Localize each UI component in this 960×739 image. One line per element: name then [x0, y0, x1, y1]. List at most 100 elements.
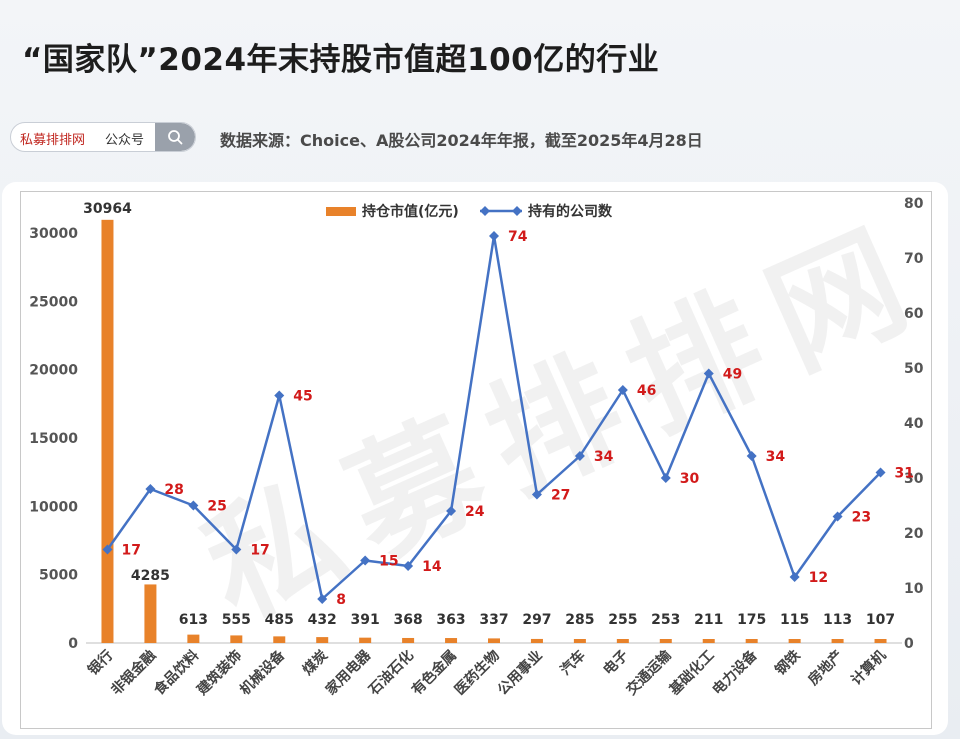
category-label: 非银金融 [108, 647, 160, 699]
bar [445, 638, 458, 643]
line-point [360, 555, 371, 566]
bar [488, 638, 500, 643]
bar-value-label: 363 [436, 612, 465, 628]
line-series-path [106, 234, 882, 601]
legend-line-marker [480, 206, 490, 216]
line-point [145, 484, 156, 494]
line-point [317, 594, 328, 604]
category-label: 电力设备 [709, 646, 761, 698]
bar-value-label: 432 [308, 612, 337, 628]
bar-value-label: 113 [823, 612, 852, 628]
bar-value-label: 253 [651, 612, 680, 628]
bar-value-label: 211 [694, 612, 723, 628]
right-axis-tick: 20 [904, 526, 924, 542]
line-point [660, 473, 671, 483]
line-point [617, 385, 628, 395]
category-label: 食品饮料 [151, 647, 203, 699]
bar [831, 639, 844, 643]
category-label: 银行 [84, 647, 116, 679]
line-point [274, 390, 285, 401]
bar [616, 639, 629, 643]
right-axis-tick: 60 [904, 306, 924, 322]
bar-value-label: 297 [522, 612, 551, 628]
line-value-label: 45 [293, 389, 312, 405]
bar [144, 584, 157, 643]
left-axis-tick: 0 [68, 636, 78, 652]
line-point [489, 231, 499, 241]
bar-value-label: 115 [780, 612, 809, 628]
bar [273, 636, 286, 643]
bar-value-label: 368 [393, 612, 422, 628]
chart-frame [20, 191, 932, 729]
category-label: 交通运输 [623, 646, 675, 698]
line-point [746, 451, 757, 461]
right-axis-tick: 0 [904, 636, 914, 652]
category-label: 房地产 [805, 647, 847, 689]
category-label: 家用电器 [322, 646, 374, 698]
line-value-label: 27 [551, 488, 570, 504]
left-axis-tick: 30000 [29, 226, 78, 242]
category-label: 医药生物 [451, 647, 503, 699]
bar [745, 639, 758, 643]
bar [702, 639, 715, 643]
left-axis-tick: 10000 [29, 499, 78, 515]
legend-bar-swatch [326, 207, 356, 216]
right-axis-tick: 70 [904, 251, 924, 267]
bar-value-label: 555 [222, 612, 251, 628]
line-point [231, 544, 242, 555]
right-axis-tick: 50 [904, 361, 924, 377]
bar [230, 635, 243, 643]
bar [316, 637, 329, 643]
line-point [531, 489, 542, 500]
legend-line-label: 持有的公司数 [528, 203, 613, 220]
category-label: 电子 [600, 647, 632, 679]
search-brand: 私募排排网 [20, 133, 86, 148]
category-label: 有色金属 [408, 647, 460, 699]
bar-value-label: 30964 [83, 201, 132, 217]
bar-value-label: 255 [608, 612, 637, 628]
line-value-label: 15 [379, 554, 398, 570]
category-label: 石油石化 [365, 647, 417, 699]
line-point [403, 561, 414, 571]
line-value-label: 23 [852, 510, 871, 526]
bar-value-label: 391 [351, 612, 380, 628]
bar-value-label: 613 [179, 612, 208, 628]
bar-value-label: 337 [479, 612, 508, 628]
bar [530, 638, 543, 643]
line-point [703, 368, 714, 379]
category-label: 煤炭 [299, 647, 331, 679]
line-point [188, 500, 199, 511]
line-value-label: 34 [766, 449, 786, 465]
line-value-label: 14 [422, 559, 442, 575]
category-label: 计算机 [848, 647, 890, 689]
right-axis-tick: 30 [904, 471, 924, 487]
bar [359, 637, 372, 643]
bar [573, 639, 586, 643]
search-button[interactable] [155, 123, 195, 151]
bar [187, 634, 200, 643]
line-value-label: 74 [508, 229, 528, 245]
line-value-label: 49 [723, 367, 742, 383]
left-axis-tick: 5000 [39, 568, 78, 584]
right-axis-tick: 10 [904, 581, 924, 597]
line-point [832, 511, 843, 522]
legend-line-marker [512, 206, 522, 216]
line-value-label: 28 [164, 482, 183, 498]
data-source-note: 数据来源：Choice、A股公司2024年年报，截至2025年4月28日 [220, 131, 703, 150]
bar [101, 219, 114, 644]
line-value-label: 31 [895, 466, 914, 482]
left-axis-tick: 25000 [29, 294, 78, 310]
line-point [789, 572, 800, 582]
search-box[interactable]: 私募排排网 公众号 [10, 122, 196, 152]
chart-card: 私募排排网 0 5000 10000 15000 20000 25000 30000 0 10 2… [2, 182, 949, 735]
category-label: 机械设备 [236, 646, 288, 698]
search-icon [168, 130, 183, 145]
bar [402, 637, 415, 643]
line-value-label: 12 [809, 570, 828, 586]
category-label: 建筑装饰 [194, 647, 246, 699]
category-label: 基础化工 [666, 647, 718, 699]
bar-value-label: 485 [265, 612, 294, 628]
category-label: 公用事业 [494, 647, 546, 699]
line-value-label: 30 [680, 471, 700, 487]
line-value-label: 25 [207, 499, 226, 515]
